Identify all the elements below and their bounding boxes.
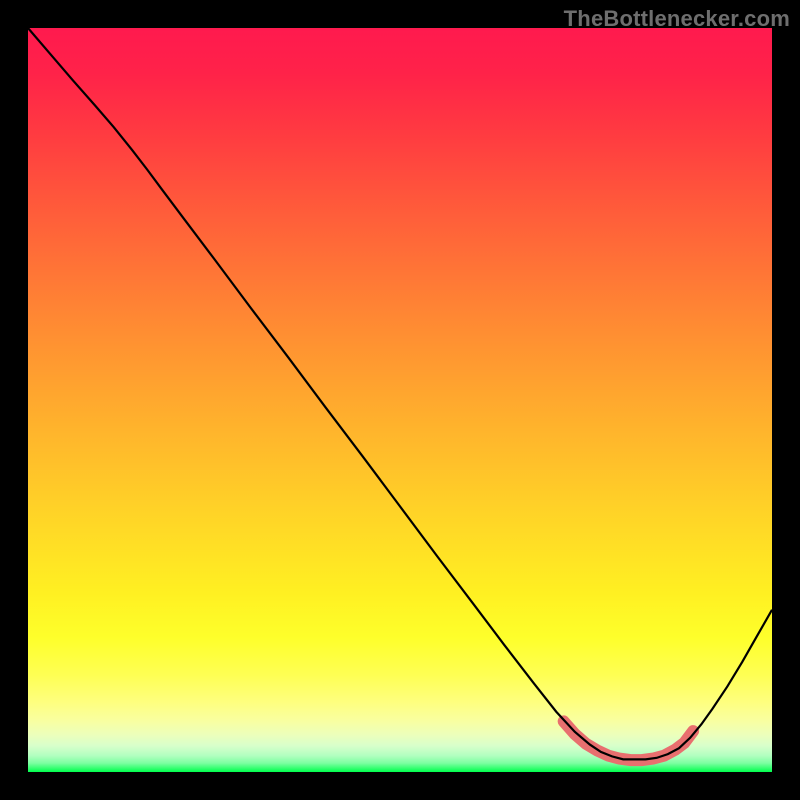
gradient-background [28, 28, 772, 772]
chart-container: { "canvas": { "width": 800, "height": 80… [0, 0, 800, 800]
plot-svg [28, 28, 772, 772]
watermark-text: TheBottlenecker.com [564, 6, 790, 32]
